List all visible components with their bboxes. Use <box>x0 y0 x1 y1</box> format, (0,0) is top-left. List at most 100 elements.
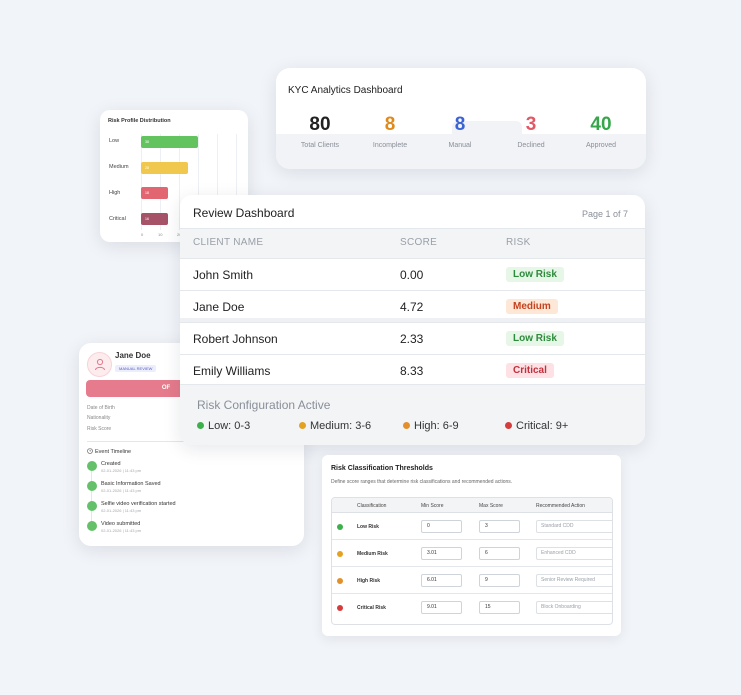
risk-dot-icon <box>337 524 343 530</box>
chart-bar-value: 16 <box>145 217 149 221</box>
event-time: 02-01-2026 | 11:43 pm <box>101 488 142 493</box>
status-dot-icon <box>403 422 410 429</box>
min-score-input[interactable]: 0 <box>421 520 462 533</box>
table-row[interactable]: John Smith 0.00 Low Risk <box>180 258 645 290</box>
stat-label: Declined <box>517 142 545 149</box>
client-name-cell: John Smith <box>193 268 254 282</box>
config-item-critical: Critical: 9+ <box>505 420 568 432</box>
thresholds-title: Risk Classification Thresholds <box>331 465 433 472</box>
row-separator <box>180 318 645 322</box>
event-title: Created <box>101 461 121 467</box>
chart-gridline <box>198 134 199 230</box>
avatar <box>87 352 112 377</box>
action-input[interactable]: Standard CDD <box>536 520 612 533</box>
chart-x-tick: 0 <box>141 232 144 237</box>
column-header-score[interactable]: SCORE <box>400 237 438 248</box>
stat-label: Manual <box>448 142 472 149</box>
risk-badge: Critical <box>506 363 554 378</box>
stat-incomplete[interactable]: 8 Incomplete <box>353 114 427 149</box>
chart-category-label: Critical <box>109 216 126 222</box>
stat-declined[interactable]: 3 Declined <box>494 114 568 149</box>
field-label-risk-score: Risk Score <box>87 426 112 432</box>
timeline-title: Event Timeline <box>95 449 132 455</box>
stat-manual[interactable]: 8 Manual <box>423 114 497 149</box>
chart-bar-low: 38 <box>141 136 198 148</box>
field-label-dob: Date of Birth <box>87 405 115 411</box>
table-header <box>332 498 612 513</box>
column-header: Min Score <box>421 503 444 509</box>
chart-category-label: High <box>109 190 121 196</box>
review-title: Review Dashboard <box>193 206 295 220</box>
review-dashboard-card: Review Dashboard Page 1 of 7 CLIENT NAME… <box>180 195 645 445</box>
status-dot-icon <box>299 422 306 429</box>
risk-badge: Low Risk <box>506 267 564 282</box>
config-label: Critical: 9+ <box>516 420 569 432</box>
risk-badge: Low Risk <box>506 331 564 346</box>
stat-value: 80 <box>309 114 331 135</box>
table-row: High Risk 6.01 9 Senior Review Required <box>332 567 612 594</box>
config-item-high: High: 6-9 <box>403 420 459 432</box>
score-cell: 8.33 <box>400 364 424 378</box>
chart-x-tick: 20 <box>177 232 181 237</box>
timeline-line <box>91 467 92 527</box>
action-input[interactable]: Senior Review Required <box>536 574 612 587</box>
user-icon <box>95 358 105 371</box>
column-header-client-name[interactable]: CLIENT NAME <box>193 237 264 248</box>
table-row[interactable]: Emily Williams 8.33 Critical <box>180 354 645 386</box>
kyc-analytics-card: KYC Analytics Dashboard 80 Total Clients… <box>276 68 646 169</box>
event-time: 02-01-2026 | 11:43 pm <box>101 468 142 473</box>
event-title: Video submitted <box>101 521 141 527</box>
classification-name: Low Risk <box>357 524 379 530</box>
min-score-input[interactable]: 6.01 <box>421 574 462 587</box>
field-label-nationality: Nationality <box>87 415 111 421</box>
stat-value: 8 <box>384 114 396 135</box>
table-row[interactable]: Robert Johnson 2.33 Low Risk <box>180 322 645 354</box>
table-row[interactable]: Jane Doe 4.72 Medium <box>180 290 645 322</box>
risk-config-panel <box>180 384 645 445</box>
action-input[interactable]: Enhanced CDD <box>536 547 612 560</box>
status-dot-icon <box>505 422 512 429</box>
chart-bar-value: 38 <box>145 140 149 144</box>
risk-profile-chart-card: Risk Profile Distribution Low Medium Hig… <box>100 110 248 242</box>
chart-category-label: Medium <box>109 164 129 170</box>
thresholds-subtitle: Define score ranges that determine risk … <box>331 479 513 485</box>
max-score-input[interactable]: 9 <box>479 574 520 587</box>
table-header <box>180 228 645 258</box>
thresholds-table: Classification Min Score Max Score Recom… <box>331 497 613 625</box>
config-label: High: 6-9 <box>414 420 459 432</box>
classification-name: Critical Risk <box>357 605 386 611</box>
chart-bar-value: 28 <box>145 166 149 170</box>
event-check-icon <box>87 461 97 471</box>
event-time: 02-01-2026 | 11:43 pm <box>101 508 142 513</box>
stat-value: 3 <box>525 114 537 135</box>
client-name-cell: Jane Doe <box>193 300 245 314</box>
chart-gridline <box>160 134 161 230</box>
score-cell: 0.00 <box>400 268 424 282</box>
stats-strip <box>276 134 646 169</box>
stat-total-clients[interactable]: 80 Total Clients <box>283 114 357 149</box>
score-cell: 4.72 <box>400 300 424 314</box>
max-score-input[interactable]: 15 <box>479 601 520 614</box>
column-header-risk[interactable]: RISK <box>506 237 531 248</box>
min-score-input[interactable]: 3.01 <box>421 547 462 560</box>
classification-name: High Risk <box>357 578 381 584</box>
risk-dot-icon <box>337 605 343 611</box>
stat-value: 40 <box>590 114 612 135</box>
chart-bar-medium: 28 <box>141 162 188 174</box>
chart-x-tick: 10 <box>158 232 163 237</box>
max-score-input[interactable]: 6 <box>479 547 520 560</box>
column-header: Classification <box>357 503 387 509</box>
stat-value: 8 <box>454 114 466 135</box>
action-input[interactable]: Block Onboarding <box>536 601 612 614</box>
max-score-input[interactable]: 3 <box>479 520 520 533</box>
risk-thresholds-card: Risk Classification Thresholds Define sc… <box>322 455 621 636</box>
status-dot-icon <box>197 422 204 429</box>
min-score-input[interactable]: 9.01 <box>421 601 462 614</box>
client-name: Jane Doe <box>115 351 151 360</box>
risk-dot-icon <box>337 578 343 584</box>
chart-category-label: Low <box>109 138 120 144</box>
timeline-heading: Event Timeline <box>87 448 131 455</box>
stats-tab-highlight <box>452 121 522 134</box>
stat-approved[interactable]: 40 Approved <box>564 114 638 149</box>
config-label: Low: 0-3 <box>208 420 251 432</box>
